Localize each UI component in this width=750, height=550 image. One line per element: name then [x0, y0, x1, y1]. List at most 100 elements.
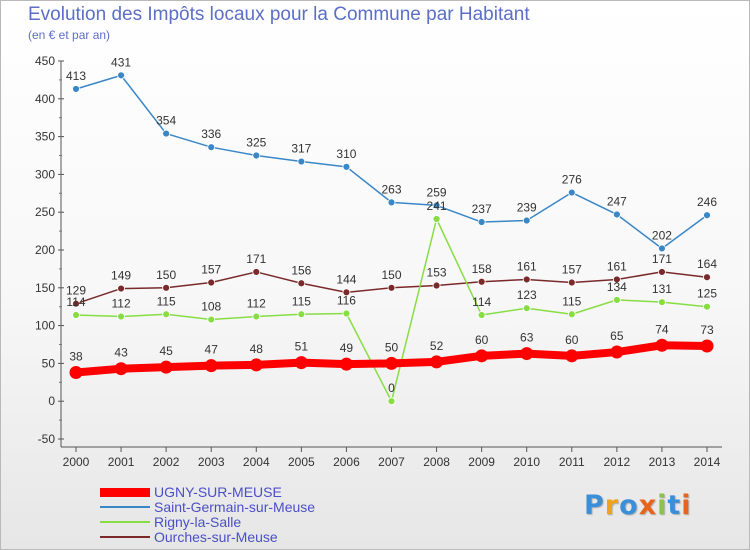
data-point [117, 312, 125, 321]
data-label: 114 [472, 295, 491, 309]
data-point [297, 157, 306, 166]
data-point [162, 129, 171, 138]
series-line [75, 74, 708, 250]
data-point [207, 278, 216, 287]
data-label: 276 [562, 173, 582, 187]
data-point [207, 143, 216, 152]
data-label: 125 [697, 287, 717, 301]
data-point [117, 71, 125, 80]
data-label: 157 [562, 263, 582, 277]
data-label: 74 [655, 322, 669, 336]
legend-swatch [100, 487, 150, 497]
data-label: 108 [201, 300, 221, 314]
data-point [294, 356, 308, 370]
data-point [700, 339, 714, 353]
series-ourches-sur-meuse: 129 149 150 157 171 156 144 150 153 158 161 157 161 1… [66, 252, 717, 308]
y-tick-label: 0 [48, 394, 55, 408]
x-tick-label: 2014 [694, 455, 721, 469]
data-label: 237 [472, 202, 492, 216]
x-tick-label: 2012 [604, 455, 631, 469]
data-point [342, 309, 351, 318]
data-label: 247 [607, 194, 627, 208]
data-label: 115 [157, 294, 176, 308]
data-label: 164 [697, 257, 717, 271]
data-label: 354 [156, 114, 176, 128]
data-point [477, 311, 486, 319]
legend-item: UGNY-SUR-MEUSE [100, 484, 315, 499]
data-point [703, 211, 711, 220]
series-rigny-la-salle: 114 112 115 108 112 115 116 0 241 114 123 115 134 131… [66, 199, 717, 406]
data-label: 114 [66, 295, 85, 309]
data-point [162, 310, 171, 319]
data-point [342, 288, 351, 297]
y-tick-label: 200 [35, 243, 55, 257]
data-label: 60 [475, 333, 489, 347]
data-label: 38 [69, 349, 83, 363]
data-label: 60 [565, 333, 579, 347]
data-label: 246 [697, 195, 717, 209]
data-point [252, 151, 261, 160]
data-point [522, 216, 531, 225]
data-point [432, 281, 441, 290]
series-saint-germain-sur-meuse: 413 431 354 336 325 317 310 263 259 237 239 276 247 2… [66, 55, 717, 253]
data-point [477, 277, 486, 286]
data-point [114, 362, 128, 376]
legend-swatch [100, 536, 150, 539]
x-tick-label: 2004 [243, 455, 270, 469]
data-point [567, 188, 576, 197]
x-tick-label: 2005 [288, 455, 315, 469]
x-tick-label: 2003 [198, 455, 225, 469]
data-point [432, 215, 441, 223]
data-label: 50 [385, 340, 399, 354]
series-ugny-sur-meuse: 38 43 45 47 48 51 49 50 52 60 63 60 65 74 73 [69, 322, 714, 379]
y-tick-label: 400 [35, 92, 55, 106]
data-label: 112 [247, 297, 266, 311]
data-point [567, 278, 576, 287]
data-label: 259 [427, 185, 447, 199]
data-label: 63 [520, 331, 534, 345]
data-label: 156 [291, 263, 311, 277]
data-label: 149 [111, 269, 131, 283]
data-point [387, 397, 396, 406]
data-point [567, 310, 576, 319]
x-tick-label: 2010 [513, 455, 540, 469]
data-point [430, 355, 444, 369]
data-label: 241 [427, 199, 447, 213]
data-label: 171 [246, 252, 266, 266]
data-label: 239 [517, 201, 537, 215]
data-label: 157 [201, 263, 221, 277]
data-label: 123 [517, 288, 537, 302]
data-point [612, 295, 621, 304]
data-point [387, 283, 396, 292]
data-point [522, 275, 531, 284]
y-tick-label: -50 [38, 432, 56, 446]
data-label: 150 [156, 268, 176, 282]
data-point [69, 365, 83, 379]
data-label: 49 [340, 341, 354, 355]
data-point [612, 275, 621, 284]
legend-label: Rigny-la-Salle [154, 513, 242, 530]
data-point [385, 356, 398, 370]
data-point [72, 299, 80, 308]
data-label: 115 [562, 294, 581, 308]
data-label: 325 [246, 136, 266, 150]
data-point [297, 279, 306, 288]
data-point [658, 244, 666, 253]
x-tick-label: 2002 [153, 455, 180, 469]
data-label: 158 [472, 262, 492, 276]
data-label: 202 [652, 228, 672, 242]
data-point [342, 162, 351, 171]
data-label: 263 [381, 182, 401, 196]
data-label: 317 [291, 142, 311, 156]
legend-swatch [100, 506, 150, 509]
chart-subtitle: (en € et par an) [28, 28, 111, 42]
data-label: 131 [652, 282, 672, 296]
x-tick-label: 2008 [423, 455, 450, 469]
data-label: 150 [381, 268, 401, 282]
legend-item: Rigny-la-Salle [100, 514, 315, 529]
data-point [432, 201, 441, 210]
data-point [207, 315, 216, 324]
data-label: 112 [112, 297, 131, 311]
data-point [703, 273, 711, 282]
